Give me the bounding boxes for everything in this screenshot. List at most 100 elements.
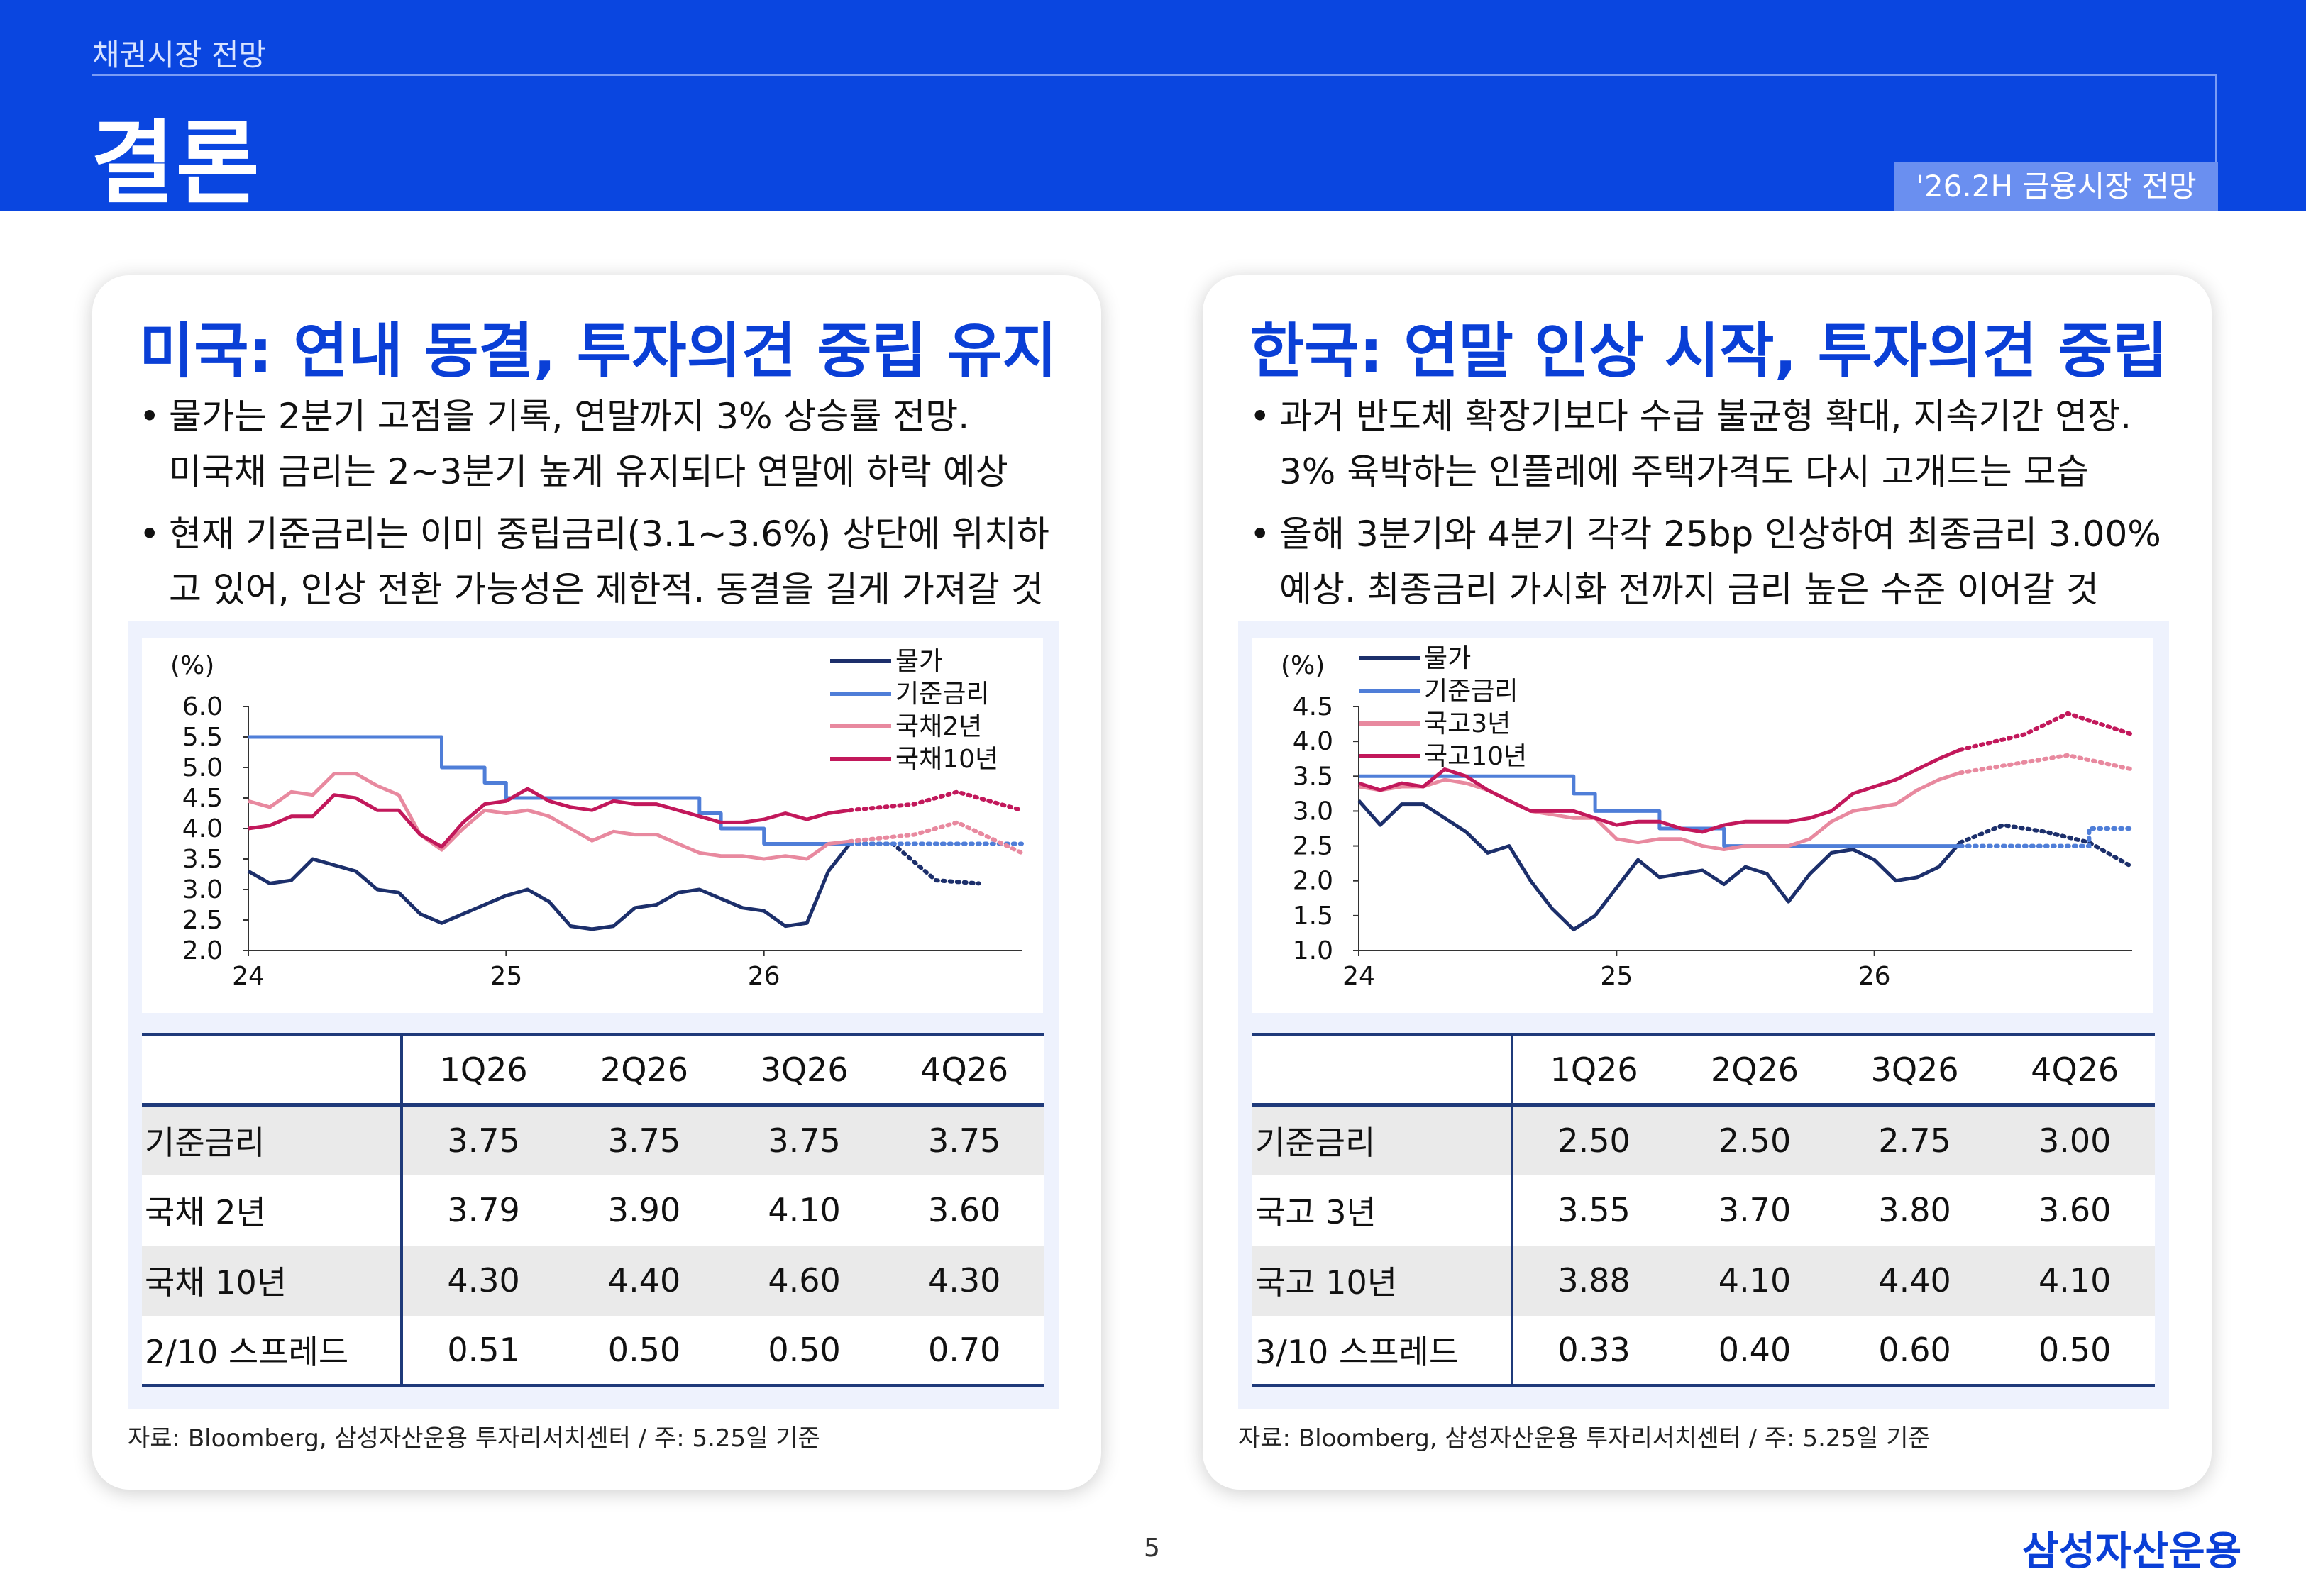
row-label: 국고 3년 (1252, 1175, 1513, 1246)
us-bullet-list: 물가는 2분기 고점을 기록, 연말까지 3% 상승률 전망. 미국채 금리는 … (139, 389, 1083, 624)
kr-legend-label: 국고10년 (1424, 742, 1527, 771)
kr-y-unit: (%) (1281, 651, 1325, 680)
kr-series-0-forecast-line (1958, 823, 2134, 870)
column-header: 3Q26 (1870, 1051, 1959, 1089)
row-label: 기준금리 (142, 1104, 403, 1175)
table-cell: 4.40 (564, 1245, 724, 1316)
header-divider-vertical (2215, 74, 2217, 163)
kr-bullet-2-line-2: 예상. 최종금리 가시화 전까지 금리 높은 수준 이어갈 것 (1279, 569, 2100, 610)
us-legend-label: 국채2년 (895, 712, 982, 741)
table-cell: 0.50 (768, 1330, 841, 1369)
table-corner (142, 1034, 403, 1105)
us-y-tick-label: 4.0 (182, 814, 223, 843)
us-panel-title: 미국: 연내 동결, 투자의견 중립 유지 (139, 316, 1057, 386)
table-row: 국고 3년 3.55 3.70 3.80 3.60 (1252, 1175, 2155, 1246)
us-forecast-table: 1Q26 2Q26 3Q26 4Q26 기준금리 3.75 3.75 3.75 … (142, 1033, 1044, 1387)
row-label: 국채 10년 (142, 1245, 403, 1316)
table-header-row: 1Q26 2Q26 3Q26 4Q26 (1252, 1034, 2155, 1105)
table-row: 국고 10년 3.88 4.10 4.40 4.10 (1252, 1245, 2155, 1316)
table-cell: 3.75 (884, 1104, 1044, 1175)
table-row: 기준금리 2.50 2.50 2.75 3.00 (1252, 1104, 2155, 1175)
us-series-2-forecast-line (847, 820, 1024, 855)
section-breadcrumb: 채권시장 전망 (92, 38, 267, 72)
us-panel: 미국: 연내 동결, 투자의견 중립 유지 물가는 2분기 고점을 기록, 연말… (92, 275, 1101, 1490)
kr-panel-title: 한국: 연말 인상 시작, 투자의견 중립 (1249, 316, 2168, 386)
us-y-tick-label: 5.5 (182, 723, 223, 752)
row-label: 2/10 스프레드 (142, 1315, 403, 1386)
row-label: 기준금리 (1252, 1104, 1513, 1175)
us-bullet-2-line-2: 고 있어, 인상 전환 가능성은 제한적. 동결을 길게 가져갈 것 (169, 569, 1044, 610)
us-bullet-2-line-1: 현재 기준금리는 이미 중립금리(3.1~3.6%) 상단에 위치하 (169, 514, 1049, 555)
kr-bullet-1: 과거 반도체 확장기보다 수급 불균형 확대, 지속기간 연장. 3% 육박하는… (1249, 389, 2193, 499)
us-y-tick-label: 4.5 (182, 784, 223, 813)
table-header-row: 1Q26 2Q26 3Q26 4Q26 (142, 1034, 1044, 1105)
us-x-tick-label: 26 (748, 962, 780, 991)
table-row: 2/10 스프레드 0.51 0.50 0.50 0.70 (142, 1315, 1044, 1386)
kr-x-tick-label: 26 (1858, 962, 1891, 991)
table-cell: 0.50 (607, 1330, 681, 1369)
us-rates-chart: (%) 6.05.55.04.54.03.53.02.52.0 24 25 26 물가기준… (142, 638, 1043, 1013)
table-row: 국채 2년 3.79 3.90 4.10 3.60 (142, 1175, 1044, 1246)
table-cell: 4.10 (768, 1191, 841, 1229)
us-bullet-2: 현재 기준금리는 이미 중립금리(3.1~3.6%) 상단에 위치하 고 있어,… (139, 506, 1083, 617)
kr-series-2-actual-line (1358, 771, 1961, 851)
table-cell: 3.90 (607, 1191, 681, 1229)
table-cell: 0.51 (447, 1330, 520, 1369)
kr-series-2-forecast-line (1958, 753, 2134, 775)
kr-forecast-table: 1Q26 2Q26 3Q26 4Q26 기준금리 2.50 2.50 2.75 … (1252, 1033, 2155, 1387)
table-cell: 0.50 (2038, 1330, 2112, 1369)
kr-y-tick-label: 1.0 (1293, 936, 1333, 965)
us-series-1-actual-line (248, 735, 850, 846)
brand-logo: 삼성자산운용 (2022, 1529, 2242, 1575)
us-series-3-actual-line (248, 787, 851, 849)
kr-legend-label: 물가 (1424, 644, 1471, 673)
table-cell: 3.88 (1512, 1245, 1675, 1316)
kr-y-tick-label: 3.0 (1293, 797, 1333, 826)
column-header: 1Q26 (439, 1051, 528, 1089)
us-y-tick-label: 2.5 (182, 906, 223, 935)
kr-y-tick-label: 4.0 (1293, 727, 1333, 756)
us-series-3-forecast-line (847, 789, 1024, 813)
header-banner: 채권시장 전망 결론 '26.2H 금융시장 전망 (0, 0, 2306, 216)
us-figure: (%) 6.0 5.5 5.0 4.5 4.0 3.5 3.0 2.5 2.0 24 25 26 물가 기준… (128, 621, 1059, 1409)
column-header: 4Q26 (920, 1051, 1009, 1089)
kr-y-tick-label: 1.5 (1293, 902, 1333, 931)
us-bullet-1-line-2: 미국채 금리는 2~3분기 높게 유지되다 연말에 하락 예상 (169, 451, 1008, 492)
kr-y-tick-label: 2.0 (1293, 867, 1333, 896)
kr-y-tick-label: 4.5 (1293, 692, 1333, 721)
table-row: 국채 10년 4.30 4.40 4.60 4.30 (142, 1245, 1044, 1316)
kr-source-note: 자료: Bloomberg, 삼성자산운용 투자리서치센터 / 주: 5.25일… (1238, 1424, 1931, 1453)
us-x-tick-label: 25 (490, 962, 522, 991)
table-cell: 0.70 (927, 1330, 1001, 1369)
table-corner (1252, 1034, 1513, 1105)
kr-panel: 한국: 연말 인상 시작, 투자의견 중립 과거 반도체 확장기보다 수급 불균… (1203, 275, 2212, 1490)
table-cell: 0.60 (1878, 1330, 1951, 1369)
kr-legend-label: 국고3년 (1424, 709, 1511, 738)
kr-x-tick-label: 24 (1342, 962, 1375, 991)
table-cell: 4.30 (884, 1245, 1044, 1316)
column-header: 1Q26 (1550, 1051, 1638, 1089)
us-legend-label: 물가 (895, 647, 942, 676)
table-cell: 3.60 (2038, 1191, 2112, 1229)
table-cell: 3.55 (1557, 1191, 1631, 1229)
kr-figure: (%) 4.5 4.0 3.5 3.0 2.5 2.0 1.5 1.0 24 25 26 물가 기준금리 국… (1238, 621, 2169, 1409)
kr-bullet-1-line-2: 3% 육박하는 인플레에 주택가격도 다시 고개드는 모습 (1279, 451, 2089, 492)
us-y-tick-label: 6.0 (182, 692, 223, 721)
table-row: 3/10 스프레드 0.33 0.40 0.60 0.50 (1252, 1315, 2155, 1386)
us-legend-label: 국채10년 (895, 745, 998, 774)
table-cell: 4.40 (1834, 1245, 1995, 1316)
kr-rates-chart: (%) 4.5 4.0 3.5 3.0 2.5 2.0 1.5 1.0 24 25 26 물가기준금리국… (1252, 638, 2153, 1013)
kr-series-0-actual-line (1357, 799, 1962, 931)
table-cell: 3.70 (1718, 1191, 1792, 1229)
table-cell: 2.75 (1834, 1104, 1995, 1175)
kr-y-tick-label: 2.5 (1293, 832, 1333, 861)
table-cell: 3.79 (447, 1191, 520, 1229)
column-header: 4Q26 (2031, 1051, 2119, 1089)
report-tag: '26.2H 금융시장 전망 (1894, 162, 2218, 211)
us-bullet-1: 물가는 2분기 고점을 기록, 연말까지 3% 상승률 전망. 미국채 금리는 … (139, 389, 1083, 499)
table-row: 기준금리 3.75 3.75 3.75 3.75 (142, 1104, 1044, 1175)
table-cell: 4.10 (1995, 1245, 2155, 1316)
row-label: 국채 2년 (142, 1175, 403, 1246)
column-header: 2Q26 (1711, 1051, 1799, 1089)
table-cell: 0.40 (1718, 1330, 1792, 1369)
